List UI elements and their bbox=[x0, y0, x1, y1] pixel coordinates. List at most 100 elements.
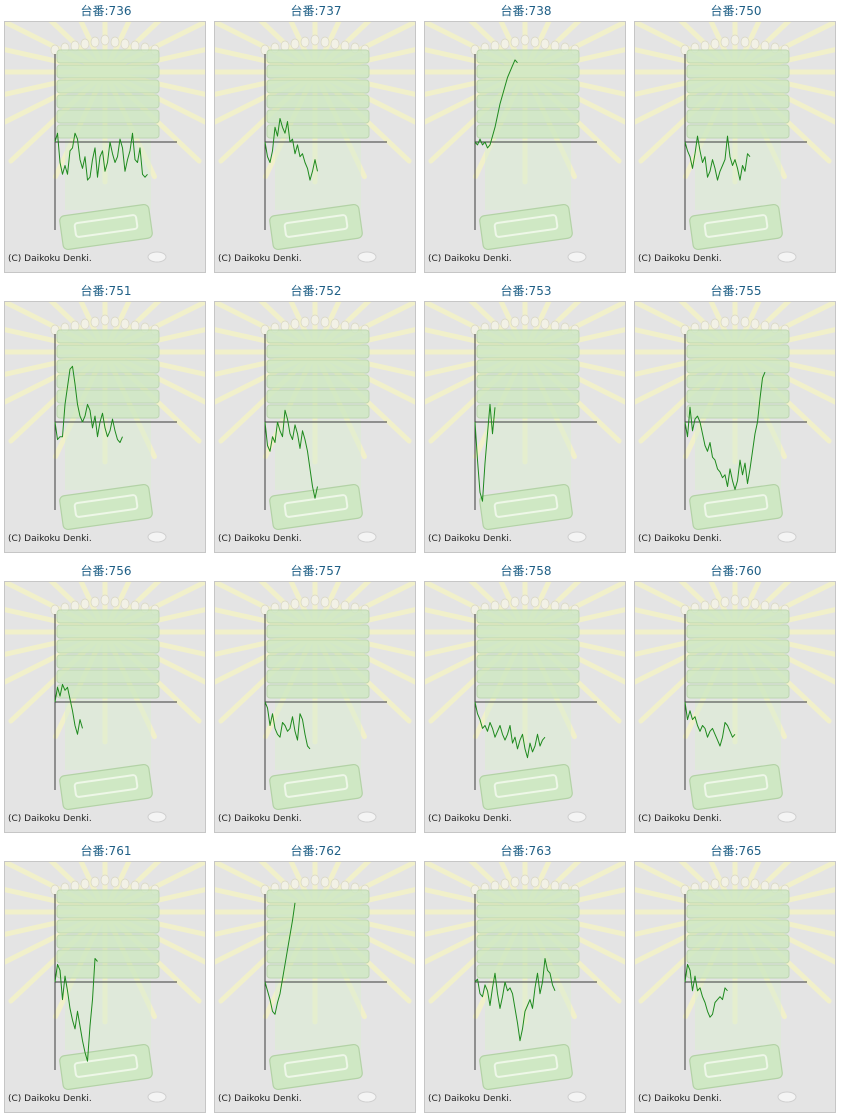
art-tier bbox=[56, 624, 160, 639]
art-tier bbox=[266, 684, 370, 699]
art-tier bbox=[56, 329, 160, 344]
art-bulb bbox=[300, 316, 310, 328]
chart-frame: (C) Daikoku Denki. bbox=[4, 861, 206, 1113]
art-coin bbox=[567, 251, 587, 263]
art-bulb bbox=[300, 876, 310, 888]
art-tier bbox=[476, 684, 580, 699]
art-tier bbox=[476, 329, 580, 344]
art-tier bbox=[686, 639, 790, 654]
art-bulb bbox=[540, 598, 550, 610]
art-tray-inner bbox=[493, 1054, 559, 1078]
art-tier bbox=[56, 79, 160, 94]
background-machine-art bbox=[425, 22, 625, 263]
copyright-credit: (C) Daikoku Denki. bbox=[638, 814, 722, 824]
art-tray bbox=[269, 763, 363, 811]
art-coin bbox=[147, 531, 167, 543]
art-bulb bbox=[300, 596, 310, 608]
art-tier bbox=[56, 934, 160, 949]
art-bulb bbox=[110, 876, 120, 888]
art-tier bbox=[266, 49, 370, 64]
art-bulb bbox=[320, 596, 330, 608]
art-bulb bbox=[310, 594, 320, 606]
art-tier bbox=[686, 404, 790, 419]
machine-number-title: 台番:750 bbox=[710, 4, 762, 18]
series-line bbox=[54, 365, 123, 443]
background-machine-art bbox=[635, 302, 835, 543]
art-bulb bbox=[110, 36, 120, 48]
art-tray bbox=[269, 1043, 363, 1091]
art-tier bbox=[476, 669, 580, 684]
art-bulb bbox=[310, 314, 320, 326]
art-tray-inner bbox=[73, 494, 139, 518]
art-bulb bbox=[120, 878, 130, 890]
art-bulb bbox=[530, 316, 540, 328]
machine-number-title: 台番:757 bbox=[290, 564, 342, 578]
series-line bbox=[54, 683, 83, 735]
art-body bbox=[485, 980, 571, 1050]
art-tier bbox=[686, 374, 790, 389]
art-tray-inner bbox=[493, 774, 559, 798]
art-tier bbox=[476, 639, 580, 654]
art-tier bbox=[686, 934, 790, 949]
art-coin bbox=[777, 811, 797, 823]
background-machine-art bbox=[425, 862, 625, 1103]
art-tier bbox=[476, 404, 580, 419]
machine-graph-card: 台番:753 (C) Daikoku Denki. bbox=[424, 281, 628, 557]
art-tier bbox=[266, 109, 370, 124]
art-tray-inner bbox=[283, 1054, 349, 1078]
art-bulb bbox=[750, 38, 760, 50]
series-line bbox=[474, 59, 518, 149]
art-tier bbox=[476, 124, 580, 139]
art-bulb bbox=[120, 318, 130, 330]
art-bulb bbox=[730, 874, 740, 886]
background-machine-art bbox=[215, 582, 415, 823]
art-tier bbox=[266, 904, 370, 919]
art-body bbox=[695, 980, 781, 1050]
art-tier bbox=[266, 654, 370, 669]
art-tier bbox=[266, 329, 370, 344]
art-coin bbox=[147, 811, 167, 823]
art-bulb bbox=[290, 38, 300, 50]
art-bulb bbox=[530, 876, 540, 888]
copyright-credit: (C) Daikoku Denki. bbox=[8, 254, 92, 264]
chart-svg bbox=[5, 582, 205, 823]
background-machine-art bbox=[215, 22, 415, 263]
machine-number-title: 台番:736 bbox=[80, 4, 132, 18]
art-bulb bbox=[100, 874, 110, 886]
art-tier bbox=[56, 964, 160, 979]
chart-frame: (C) Daikoku Denki. bbox=[424, 21, 626, 273]
chart-svg bbox=[215, 22, 415, 263]
copyright-credit: (C) Daikoku Denki. bbox=[428, 1094, 512, 1104]
machine-graph-card: 台番:763 (C) Daikoku Denki. bbox=[424, 841, 628, 1117]
art-tray-inner bbox=[73, 214, 139, 238]
art-tier bbox=[266, 949, 370, 964]
art-coin bbox=[147, 1091, 167, 1103]
art-bulb bbox=[710, 38, 720, 50]
art-bulb bbox=[310, 874, 320, 886]
art-tray bbox=[59, 203, 153, 251]
art-tier bbox=[56, 609, 160, 624]
art-bulb bbox=[90, 876, 100, 888]
chart-svg bbox=[425, 862, 625, 1103]
art-tray-inner bbox=[493, 214, 559, 238]
art-bulb bbox=[300, 36, 310, 48]
art-tier bbox=[56, 404, 160, 419]
chart-svg bbox=[635, 302, 835, 543]
art-tier bbox=[686, 684, 790, 699]
art-tray-inner bbox=[703, 214, 769, 238]
chart-frame: (C) Daikoku Denki. bbox=[4, 581, 206, 833]
art-tier bbox=[686, 654, 790, 669]
art-tier bbox=[56, 374, 160, 389]
series-line bbox=[264, 409, 318, 499]
art-tier bbox=[686, 919, 790, 934]
copyright-credit: (C) Daikoku Denki. bbox=[218, 534, 302, 544]
art-bulb bbox=[90, 596, 100, 608]
art-body bbox=[275, 420, 361, 490]
copyright-credit: (C) Daikoku Denki. bbox=[638, 254, 722, 264]
art-tier bbox=[266, 344, 370, 359]
chart-svg bbox=[425, 582, 625, 823]
art-bulb bbox=[500, 598, 510, 610]
background-machine-art bbox=[5, 302, 205, 543]
art-tray-inner bbox=[703, 774, 769, 798]
chart-frame: (C) Daikoku Denki. bbox=[4, 301, 206, 553]
